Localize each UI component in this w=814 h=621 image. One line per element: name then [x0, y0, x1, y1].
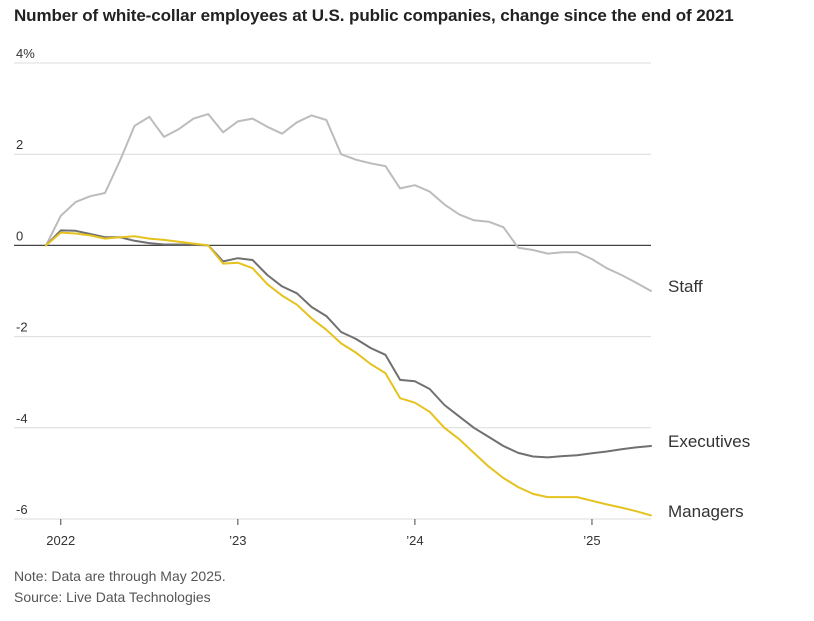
y-tick-label: 0	[16, 228, 23, 243]
series-label-staff: Staff	[668, 277, 703, 296]
series-label-managers: Managers	[668, 502, 744, 521]
x-tick-label: ’24	[406, 533, 423, 548]
grid-lines	[14, 62, 651, 520]
series-line-executives	[45, 229, 652, 459]
y-tick-label: 4%	[16, 46, 35, 61]
y-axis-ticks: 4% 2 0 -2 -4 -6	[16, 46, 35, 517]
series-end-labels: Staff Executives Managers	[668, 277, 750, 521]
x-tick-label: ’23	[229, 533, 246, 548]
line-chart: 4% 2 0 -2 -4 -6 2022 ’23 ’24 ’25 Staff Executives…	[14, 46, 750, 548]
x-tick-label: 2022	[46, 533, 75, 548]
source-text: Source: Live Data Technologies	[14, 589, 211, 605]
chart-title: Number of white-collar employees at U.S.…	[14, 6, 734, 25]
y-tick-label: -2	[16, 320, 28, 335]
x-axis-ticks: 2022 ’23 ’24 ’25	[46, 519, 601, 548]
y-tick-label: -4	[16, 411, 28, 426]
y-tick-label: 2	[16, 137, 23, 152]
series-line-managers	[45, 231, 652, 517]
series-line-staff	[45, 113, 652, 292]
series-label-executives: Executives	[668, 432, 750, 451]
chart-notes: Note: Data are through May 2025. Source:…	[14, 566, 226, 608]
y-tick-label: -6	[16, 502, 28, 517]
x-tick-label: ’25	[583, 533, 600, 548]
note-text: Note: Data are through May 2025.	[14, 568, 226, 584]
series-lines	[45, 113, 652, 517]
